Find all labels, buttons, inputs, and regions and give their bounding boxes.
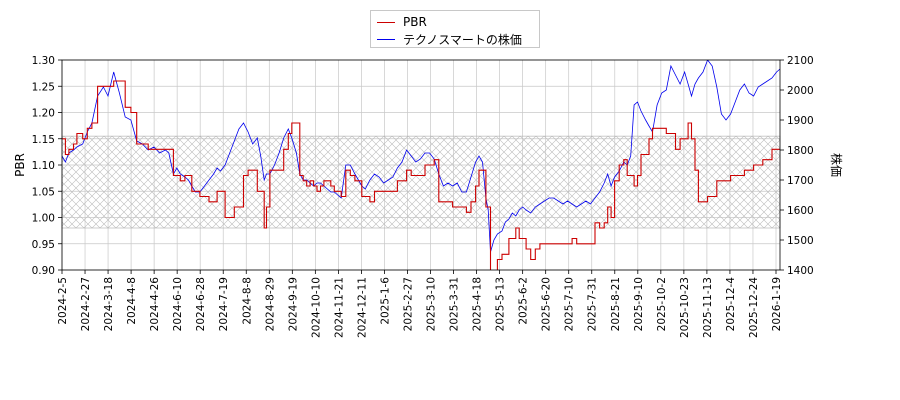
pbr-range-band <box>61 135 781 229</box>
x-tick-label: 2024-4-8 <box>126 277 138 325</box>
x-tick-label: 2025-10-2 <box>656 277 668 331</box>
legend-swatch-pbr <box>377 21 395 23</box>
x-tick-label: 2026-1-19 <box>771 277 783 331</box>
y-left-ticks: 0.90 0.95 1.00 1.05 1.10 1.15 1.20 1.25 1.30 <box>32 55 62 277</box>
x-tick-label: 2025-3-10 <box>426 277 438 331</box>
y-right-tick-label: 1600 <box>787 205 814 217</box>
x-tick-label: 2025-11-13 <box>702 277 714 338</box>
x-tick-label: 2024-6-10 <box>172 277 184 331</box>
x-tick-label: 2024-2-5 <box>57 277 69 325</box>
x-tick-label: 2024-6-28 <box>195 277 207 331</box>
y-right-tick-label: 1400 <box>787 265 814 277</box>
y-left-tick-label: 1.05 <box>32 186 55 198</box>
x-tick-label: 2024-9-19 <box>287 277 299 331</box>
y-left-tick-label: 1.30 <box>32 55 55 67</box>
x-tick-label: 2025-1-6 <box>379 277 391 325</box>
x-tick-label: 2025-12-24 <box>748 277 760 338</box>
legend-swatch-price <box>377 38 395 40</box>
x-tick-label: 2024-8-29 <box>264 277 276 331</box>
x-tick-label: 2024-8-8 <box>241 277 253 325</box>
x-tick-label: 2025-2-27 <box>402 277 414 331</box>
x-tick-label: 2025-4-18 <box>472 277 484 331</box>
y-left-tick-label: 0.95 <box>32 239 55 251</box>
y-right-tick-label: 1700 <box>787 175 814 187</box>
legend-item-price: テクノスマートの株価 <box>377 31 522 47</box>
y-right-tick-label: 1500 <box>787 235 814 247</box>
legend-label-pbr: PBR <box>403 15 427 29</box>
x-tick-label: 2025-10-23 <box>679 277 691 338</box>
x-ticks: 2024-2-5 2024-2-27 2024-3-18 2024-4-8 2024-4… <box>57 270 783 338</box>
x-tick-label: 2025-12-4 <box>725 277 737 332</box>
x-tick-label: 2024-10-10 <box>310 277 322 338</box>
y-left-tick-label: 1.15 <box>32 134 55 146</box>
y-left-tick-label: 0.90 <box>32 265 55 277</box>
y-left-tick-label: 1.20 <box>32 108 55 120</box>
legend-item-pbr: PBR <box>377 14 427 30</box>
x-tick-label: 2025-3-31 <box>449 277 461 331</box>
y-right-tick-label: 1900 <box>787 115 814 127</box>
y-left-tick-label: 1.10 <box>32 160 55 172</box>
pbr-series-line <box>62 80 780 270</box>
x-tick-label: 2024-12-11 <box>356 277 368 338</box>
legend-label-price: テクノスマートの株価 <box>403 32 522 47</box>
y-right-axis-label: 株価 <box>829 153 844 177</box>
x-tick-label: 2025-8-21 <box>610 277 622 331</box>
y-right-tick-label: 2000 <box>787 85 814 97</box>
y-right-ticks: 1400 1500 1600 1700 1800 1900 2000 2100 <box>780 55 814 277</box>
x-tick-label: 2025-6-2 <box>518 277 530 325</box>
x-tick-label: 2025-5-13 <box>495 277 507 331</box>
x-tick-label: 2024-4-26 <box>149 277 161 332</box>
x-tick-label: 2024-2-27 <box>80 277 92 331</box>
y-left-tick-label: 1.00 <box>32 213 55 225</box>
y-right-tick-label: 2100 <box>787 55 814 67</box>
x-tick-label: 2024-3-18 <box>103 277 115 331</box>
x-tick-label: 2025-7-10 <box>564 277 576 331</box>
legend: PBR テクノスマートの株価 <box>370 10 540 48</box>
x-tick-label: 2024-11-21 <box>333 277 345 338</box>
y-left-tick-label: 1.25 <box>32 81 55 93</box>
price-series-line <box>62 60 780 253</box>
x-tick-label: 2024-7-19 <box>218 277 230 331</box>
x-tick-label: 2025-9-10 <box>633 277 645 331</box>
x-tick-label: 2025-6-20 <box>541 277 553 331</box>
x-tick-label: 2025-7-31 <box>587 277 599 331</box>
y-left-axis-label: PBR <box>13 153 27 177</box>
y-right-tick-label: 1800 <box>787 145 814 157</box>
